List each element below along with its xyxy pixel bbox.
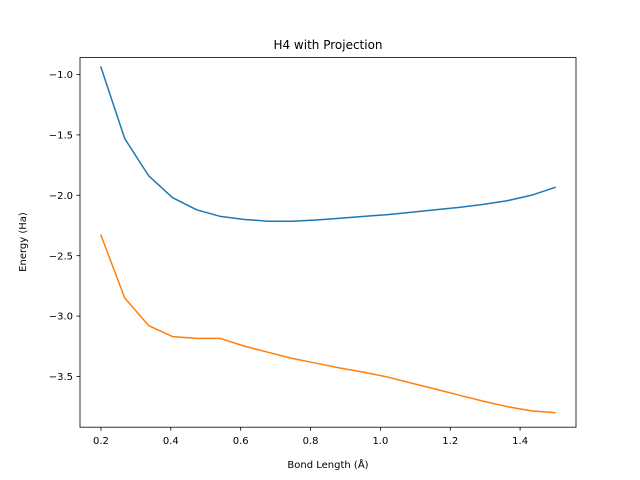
y-tick-label: −2.0 — [49, 191, 73, 202]
y-tick-label: −1.0 — [49, 70, 73, 81]
x-tick-label: 1.4 — [512, 436, 528, 447]
chart-title: H4 with Projection — [273, 38, 382, 52]
x-tick-label: 0.6 — [233, 436, 249, 447]
y-tick-label: −2.5 — [49, 251, 73, 262]
x-tick-label: 0.4 — [163, 436, 179, 447]
y-tick-label: −3.0 — [49, 312, 73, 323]
x-axis-label: Bond Length (Å) — [287, 458, 368, 471]
x-tick-label: 0.8 — [303, 436, 319, 447]
x-tick-label: 1.0 — [372, 436, 388, 447]
x-tick-label: 0.2 — [93, 436, 109, 447]
y-axis-label: Energy (Ha) — [18, 212, 29, 272]
x-tick-label: 1.2 — [442, 436, 458, 447]
y-tick-label: −3.5 — [49, 372, 73, 383]
y-tick-label: −1.5 — [49, 131, 73, 142]
